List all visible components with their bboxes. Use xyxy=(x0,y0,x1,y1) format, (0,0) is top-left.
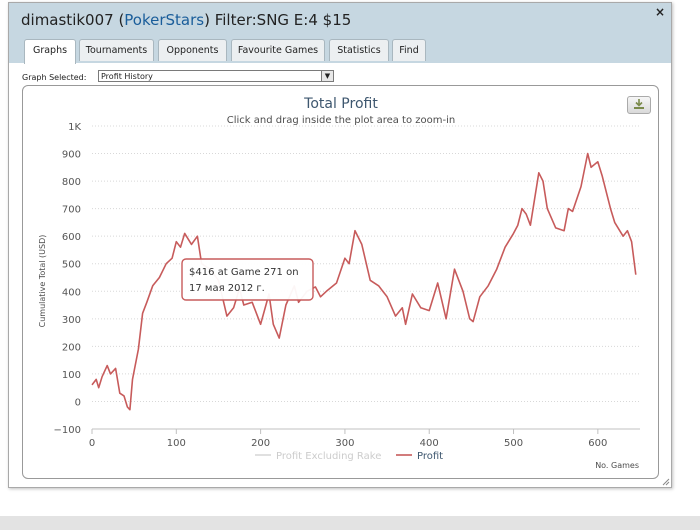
graph-select-dropdown[interactable]: Profit History ▼ xyxy=(98,70,334,82)
y-tick-label: 700 xyxy=(62,205,81,216)
profit-chart[interactable]: 1K 900 800 700 600 500 400 300 200 100 0 −100 0 100 2… xyxy=(23,86,658,478)
y-tick-label: 1K xyxy=(68,122,81,133)
y-tick-label: 600 xyxy=(62,232,81,243)
x-axis-label: No. Games xyxy=(595,461,639,470)
graph-select-value: Profit History xyxy=(101,72,153,81)
y-tick-label: 300 xyxy=(62,315,81,326)
x-axis-ticks: 0 100 200 300 400 500 600 xyxy=(89,429,607,449)
chart-container: 1K 900 800 700 600 500 400 300 200 100 0 −100 0 100 2… xyxy=(22,85,659,479)
tab-opponents[interactable]: Opponents xyxy=(158,39,227,61)
tooltip-line-1: $416 at Game 271 on xyxy=(189,267,299,278)
title-player: dimastik007 ( xyxy=(21,11,125,29)
x-tick-label: 200 xyxy=(251,438,270,449)
resize-grip-icon[interactable] xyxy=(662,478,670,486)
tab-favourite-games[interactable]: Favourite Games xyxy=(231,39,325,61)
chevron-down-icon[interactable]: ▼ xyxy=(321,71,333,81)
title-filter: ) Filter:SNG E:4 $15 xyxy=(204,11,352,29)
y-tick-label: 200 xyxy=(62,342,81,353)
tab-tournaments[interactable]: Tournaments xyxy=(79,39,154,61)
dialog-titlebar: dimastik007 (PokerStars) Filter:SNG E:4 … xyxy=(9,3,671,64)
title-room-link[interactable]: PokerStars xyxy=(124,11,205,29)
x-tick-label: 400 xyxy=(420,438,439,449)
y-tick-label: 500 xyxy=(62,260,81,271)
y-tick-label: 900 xyxy=(62,150,81,161)
tab-statistics[interactable]: Statistics xyxy=(329,39,389,61)
y-axis-label: Cumulative Total (USD) xyxy=(38,235,47,328)
chart-gridlines xyxy=(92,125,640,402)
legend-item-profit-excluding-rake[interactable]: Profit Excluding Rake xyxy=(276,451,381,462)
y-axis-ticks: 1K 900 800 700 600 500 400 300 200 100 0 −100 xyxy=(54,122,82,436)
x-tick-label: 500 xyxy=(504,438,523,449)
close-icon[interactable]: × xyxy=(654,5,665,19)
profit-graph-dialog: dimastik007 (PokerStars) Filter:SNG E:4 … xyxy=(8,2,672,488)
y-tick-label: 400 xyxy=(62,287,81,298)
tooltip-line-2: 17 мая 2012 г. xyxy=(189,283,265,294)
x-tick-label: 600 xyxy=(588,438,607,449)
chart-subtitle: Click and drag inside the plot area to z… xyxy=(227,115,455,126)
y-tick-label: 0 xyxy=(75,397,81,408)
download-icon xyxy=(634,99,644,109)
chart-title: Total Profit xyxy=(303,96,378,112)
chart-export-button[interactable] xyxy=(627,96,651,114)
x-tick-label: 100 xyxy=(167,438,186,449)
chart-legend: Profit Excluding Rake Profit xyxy=(255,451,443,462)
chart-tooltip: $416 at Game 271 on 17 мая 2012 г. xyxy=(181,258,314,301)
x-tick-label: 300 xyxy=(335,438,354,449)
legend-item-profit[interactable]: Profit xyxy=(417,451,443,462)
series-profit-line[interactable] xyxy=(91,152,637,411)
tab-find[interactable]: Find xyxy=(392,39,426,61)
y-tick-label: −100 xyxy=(54,425,81,436)
window-background xyxy=(0,516,700,530)
y-tick-label: 800 xyxy=(62,177,81,188)
tab-graphs[interactable]: Graphs xyxy=(24,39,76,64)
y-tick-label: 100 xyxy=(62,370,81,381)
dialog-title: dimastik007 (PokerStars) Filter:SNG E:4 … xyxy=(21,11,351,29)
x-tick-label: 0 xyxy=(89,438,95,449)
graph-selector-label: Graph Selected: xyxy=(22,73,87,82)
